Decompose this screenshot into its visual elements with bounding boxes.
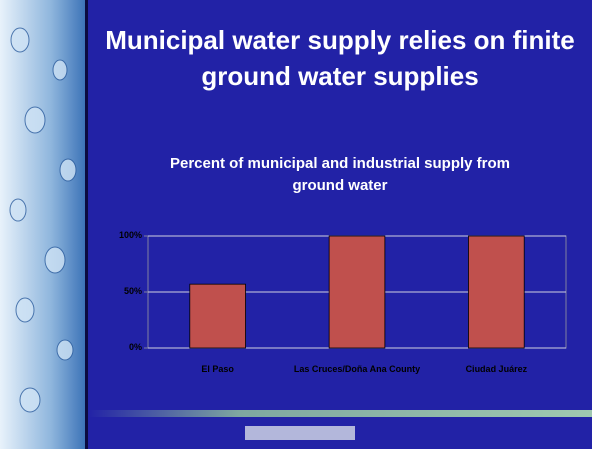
slide-title: Municipal water supply relies on finite … [105,25,575,91]
chart-subtitle: Percent of municipal and industrial supp… [169,155,511,194]
x-tick-label: Ciudad Juárez [465,364,528,374]
y-tick-label: 50% [123,286,142,296]
bar [468,235,525,349]
bar [328,235,386,349]
x-tick-label: Las Cruces/Doña Ana County [293,364,421,374]
y-tick-label: 100% [118,230,142,240]
bar [189,283,246,349]
y-tick-label: 0% [128,342,142,352]
x-tick-label: El Paso [201,364,234,374]
